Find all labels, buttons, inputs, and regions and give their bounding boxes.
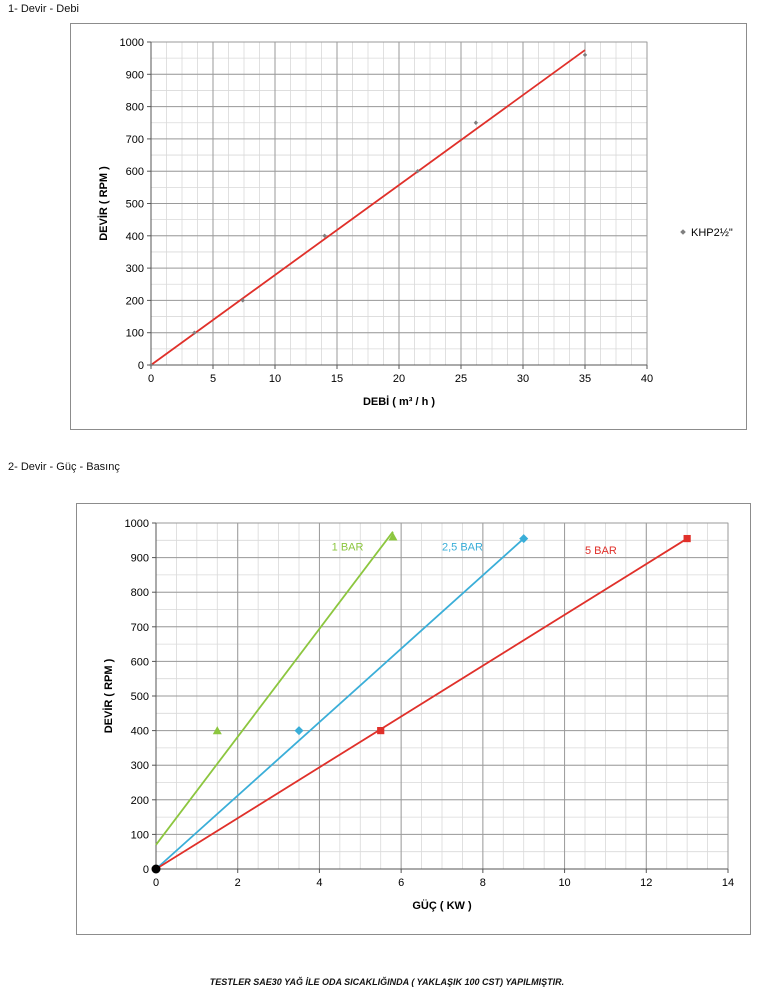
chart1-y-tick-label: 200 <box>126 295 144 307</box>
chart-devir-debi: 0 5 10 15 20 25 30 35 40 0 100 200 300 400 500 600 700 80… <box>70 23 747 430</box>
chart1-y-tick-label: 700 <box>126 134 144 146</box>
chart1-y-tick-label: 1000 <box>120 37 144 49</box>
chart1-y-tick-label: 600 <box>126 166 144 178</box>
chart2-series-1-point <box>294 726 304 736</box>
chart2-y-tick-label: 900 <box>131 553 149 565</box>
chart2-y-tick-label: 700 <box>131 622 149 634</box>
chart2-x-tick-label: 8 <box>480 877 486 889</box>
chart2-series-1-point <box>519 534 529 544</box>
chart1-trendline <box>150 49 586 366</box>
chart1-y-tick-label: 100 <box>126 328 144 340</box>
chart1-x-tick-label: 15 <box>331 373 343 385</box>
chart1-x-tick-label: 25 <box>455 373 467 385</box>
chart2-y-tick-label: 500 <box>131 691 149 703</box>
chart1-series-0-point <box>240 298 245 303</box>
chart1-x-tick-label: 10 <box>269 373 281 385</box>
chart1-y-tick-label: 800 <box>126 102 144 114</box>
chart1-series-0-point <box>415 169 420 174</box>
chart2-x-tick-label: 10 <box>558 877 570 889</box>
chart1-legend-label: KHP2½" <box>691 227 733 239</box>
chart-devir-debi-svg: 0 5 10 15 20 25 30 35 40010020030040050060070080… <box>97 37 733 408</box>
chart2-x-axis-title: GÜÇ ( KW ) <box>412 899 472 912</box>
chart1-y-tick-label: 0 <box>138 360 144 372</box>
chart2-series-1-trendline <box>155 537 525 870</box>
section-title-devir-guc-basinc: 2- Devir - Güç - Basınç <box>8 461 120 473</box>
chart1-y-tick-label: 400 <box>126 231 144 243</box>
chart2-y-axis-title: DEVİR ( RPM ) <box>102 658 115 733</box>
chart1-y-tick-label: 300 <box>126 263 144 275</box>
chart2-series-1-label: 2,5 BAR <box>442 542 483 554</box>
chart1-legend-marker <box>680 229 686 235</box>
chart2-series-0-trendline <box>155 531 394 846</box>
chart2-x-tick-label: 6 <box>398 877 404 889</box>
chart2-x-tick-label: 2 <box>235 877 241 889</box>
chart2-series-0-label: 1 BAR <box>332 542 364 554</box>
chart2-series-2-point <box>377 727 385 735</box>
chart1-series-0-point <box>192 330 197 335</box>
chart1-x-axis-title: DEBİ ( m³ / h ) <box>363 395 435 408</box>
chart1-y-tick-label: 900 <box>126 69 144 81</box>
chart2-y-tick-label: 1000 <box>125 518 149 530</box>
chart2-y-tick-label: 600 <box>131 656 149 668</box>
chart2-y-tick-label: 800 <box>131 587 149 599</box>
chart1-x-tick-label: 5 <box>210 373 216 385</box>
footer-note: TESTLER SAE30 YAĞ İLE ODA SICAKLIĞINDA (… <box>209 977 565 987</box>
chart2-x-tick-label: 14 <box>722 877 734 889</box>
chart1-series-0-point <box>582 52 588 58</box>
chart2-series-0-point <box>212 726 222 735</box>
chart1-x-tick-label: 40 <box>641 373 653 385</box>
chart2-series-2-label: 5 BAR <box>585 545 617 557</box>
chart1-y-tick-label: 500 <box>126 199 144 211</box>
chart2-series-0-point <box>388 532 398 541</box>
chart1-y-axis-title: DEVİR ( RPM ) <box>97 166 110 241</box>
chart2-y-tick-label: 300 <box>131 760 149 772</box>
chart1-x-tick-label: 0 <box>148 373 154 385</box>
chart1-x-tick-label: 30 <box>517 373 529 385</box>
section-title-devir-debi: 1- Devir - Debi <box>8 3 79 15</box>
chart2-series-2-trendline <box>155 537 688 870</box>
chart2-x-tick-label: 0 <box>153 877 159 889</box>
chart2-y-tick-label: 0 <box>143 864 149 876</box>
chart2-x-tick-label: 12 <box>640 877 652 889</box>
chart1-x-tick-label: 20 <box>393 373 405 385</box>
chart2-x-tick-label: 4 <box>316 877 322 889</box>
chart2-series-2-point <box>683 534 691 543</box>
chart2-y-tick-label: 200 <box>131 795 149 807</box>
chart-devir-guc-basinc-svg: 0 2 4 6 8 10 12 14 0 100 200 300 400 500 600 700 800 900 1… <box>102 518 734 912</box>
chart1-series-0-point <box>322 233 327 238</box>
chart2-y-tick-label: 400 <box>131 726 149 738</box>
chart1-x-tick-label: 35 <box>579 373 591 385</box>
chart1-series-0-point <box>473 120 479 125</box>
chart2-y-tick-label: 100 <box>131 829 149 841</box>
chart-devir-guc-basinc: 0 2 4 6 8 10 12 14 0 100 200 300 400 500 600 700 800 900 1… <box>76 503 751 935</box>
chart2-origin-point <box>151 864 161 874</box>
